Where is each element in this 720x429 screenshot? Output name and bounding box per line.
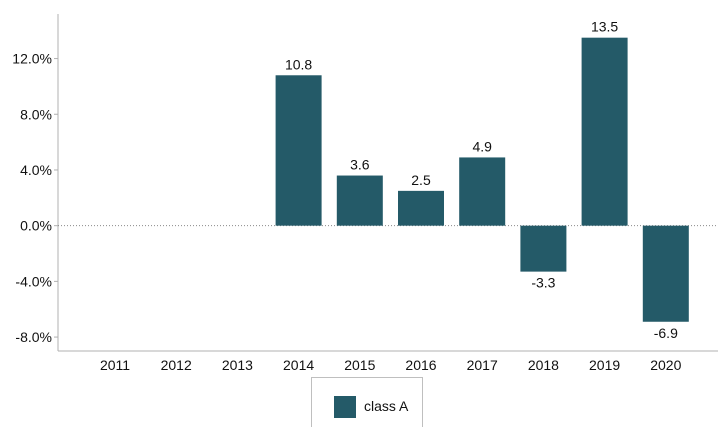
data-label: -3.3: [531, 275, 555, 291]
bar: [459, 157, 506, 226]
x-tick-label: 2014: [283, 357, 314, 373]
y-tick-label: 0.0%: [20, 218, 52, 234]
bars: [275, 37, 689, 322]
x-tick-label: 2013: [222, 357, 253, 373]
bar: [581, 37, 628, 226]
y-tick-label: 4.0%: [20, 162, 52, 178]
y-tick-label: 12.0%: [12, 51, 52, 67]
bar: [336, 175, 383, 226]
data-labels: 10.8 3.6 2.5 4.9 -3.3 13.5 -6.9: [285, 19, 678, 341]
x-tick-label: 2020: [650, 357, 681, 373]
x-tick-label: 2011: [100, 357, 130, 373]
legend: class A: [311, 377, 423, 427]
data-label: 10.8: [285, 56, 312, 72]
x-tick-label: 2015: [344, 357, 375, 373]
legend-swatch-class-a: [334, 396, 356, 418]
bar: [398, 190, 444, 226]
x-tick-label: 2019: [589, 357, 620, 373]
x-axis: 2011 2012 2013 2014 2015 2016 2017 2018 2019 2020: [58, 350, 718, 373]
x-tick-label: 2018: [528, 357, 559, 373]
y-axis: 12.0% 8.0% 4.0% 0.0% -4.0% -8.0%: [12, 14, 718, 351]
bar: [642, 225, 689, 322]
bar: [520, 225, 567, 272]
x-tick-label: 2012: [161, 357, 192, 373]
bar: [275, 75, 322, 226]
x-tick-label: 2017: [467, 357, 498, 373]
y-tick-label: 8.0%: [20, 106, 52, 122]
legend-label-class-a: class A: [364, 398, 409, 414]
data-label: -6.9: [654, 325, 678, 341]
data-label: 3.6: [350, 157, 370, 173]
data-label: 4.9: [472, 138, 492, 154]
y-tick-label: -4.0%: [15, 273, 52, 289]
data-label: 2.5: [411, 172, 431, 188]
y-tick-label: -8.0%: [15, 329, 52, 345]
x-tick-label: 2016: [405, 357, 436, 373]
data-label: 13.5: [591, 19, 618, 35]
